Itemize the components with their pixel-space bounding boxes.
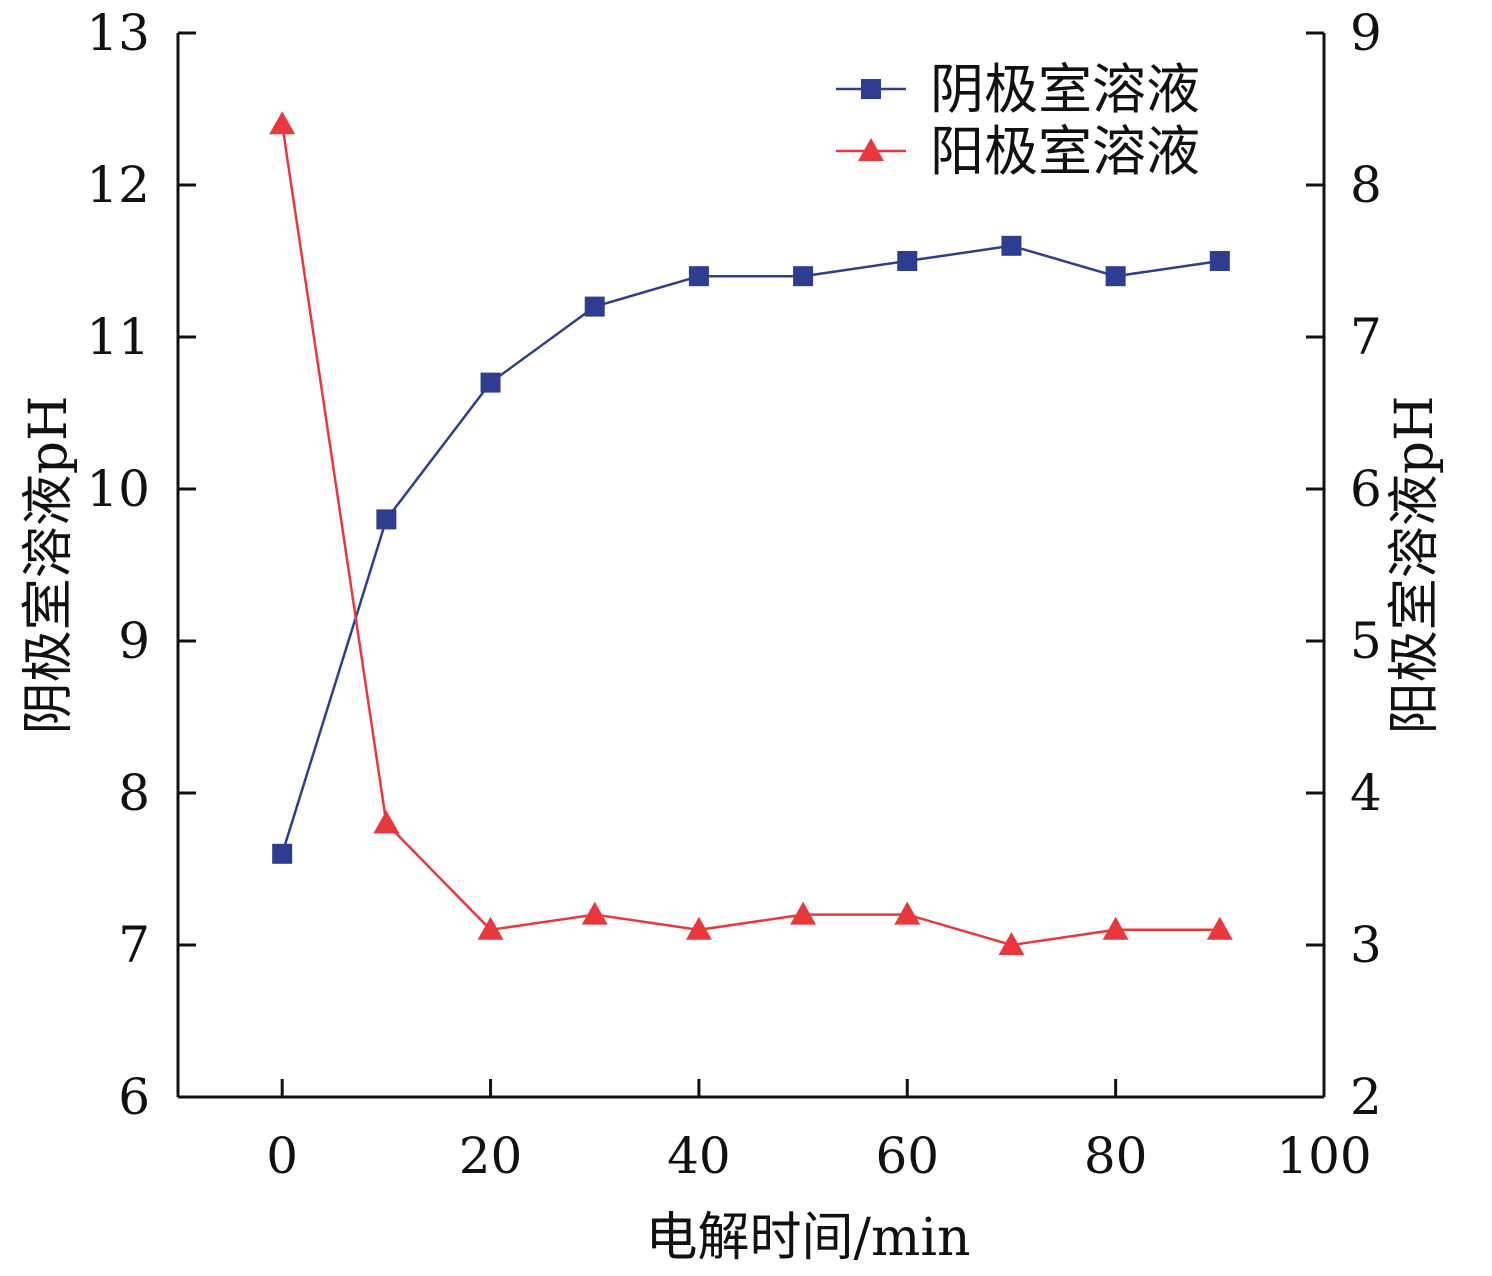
x-tick-label: 100 [1276,1127,1371,1185]
data-point-triangle [477,916,504,940]
x-tick-label: 40 [667,1127,731,1185]
legend-item-2: 阳极室溶液 [836,120,1200,183]
left-y-tick-label: 8 [118,764,150,822]
right-y-tick-label: 5 [1350,612,1382,670]
x-axis-title: 电解时间/min [646,1208,971,1268]
data-point-square [376,509,397,530]
data-point-square [688,266,709,287]
left-y-tick-label: 10 [86,460,150,518]
data-point-triangle [581,901,608,925]
left-y-axis-title: 阴极室溶液pH [19,396,79,735]
data-point-triangle [894,901,921,925]
series-1 [272,235,1230,864]
data-point-square [1105,266,1126,287]
right-y-tick-label: 7 [1350,308,1382,366]
legend-marker-triangle [858,138,884,161]
right-y-tick-label: 9 [1350,4,1382,62]
data-point-square [897,251,918,271]
series-line [280,124,1220,947]
data-point-triangle [998,932,1025,955]
data-point-square [480,372,501,393]
x-tick-label: 0 [266,1127,298,1185]
left-y-tick-label: 12 [86,156,150,214]
right-y-tick-label: 4 [1350,764,1382,822]
series-layer [269,111,1233,955]
left-y-tick-label: 9 [118,612,150,670]
data-point-triangle [269,111,296,135]
right-y-tick-label: 3 [1350,916,1382,974]
right-y-tick-label: 8 [1350,156,1382,214]
right-y-tick-label: 2 [1350,1068,1382,1126]
data-point-triangle [373,810,400,834]
left-y-tick-label: 6 [118,1068,150,1126]
data-point-square [1209,251,1230,271]
left-y-tick-label: 7 [118,916,150,974]
axes-layer: 6 7 8 9 10 11 12 13 2 3 4 5 6 7 8 9 0 20 40 60 80 100 [86,4,1381,1185]
legend-label: 阳极室溶液 [930,120,1200,183]
right-y-axis-title: 阳极室溶液pH [1385,396,1445,735]
series-line [280,244,1220,855]
legend-item-1: 阴极室溶液 [836,58,1200,121]
left-y-tick-label: 13 [86,4,150,62]
right-y-tick-label: 6 [1350,460,1382,518]
data-point-square [272,843,293,864]
legend-marker-square [861,79,881,99]
x-tick-label: 20 [459,1127,523,1185]
x-tick-label: 80 [1084,1127,1148,1185]
data-point-square [584,296,605,317]
legend-label: 阴极室溶液 [930,58,1200,121]
data-point-square [793,266,814,287]
data-point-triangle [790,901,817,925]
data-point-triangle [1102,916,1129,940]
left-y-tick-label: 11 [86,308,150,366]
series-2 [269,111,1233,955]
data-point-square [1001,235,1022,256]
data-point-triangle [685,916,712,940]
x-tick-label: 60 [875,1127,939,1185]
data-point-triangle [1206,916,1233,940]
